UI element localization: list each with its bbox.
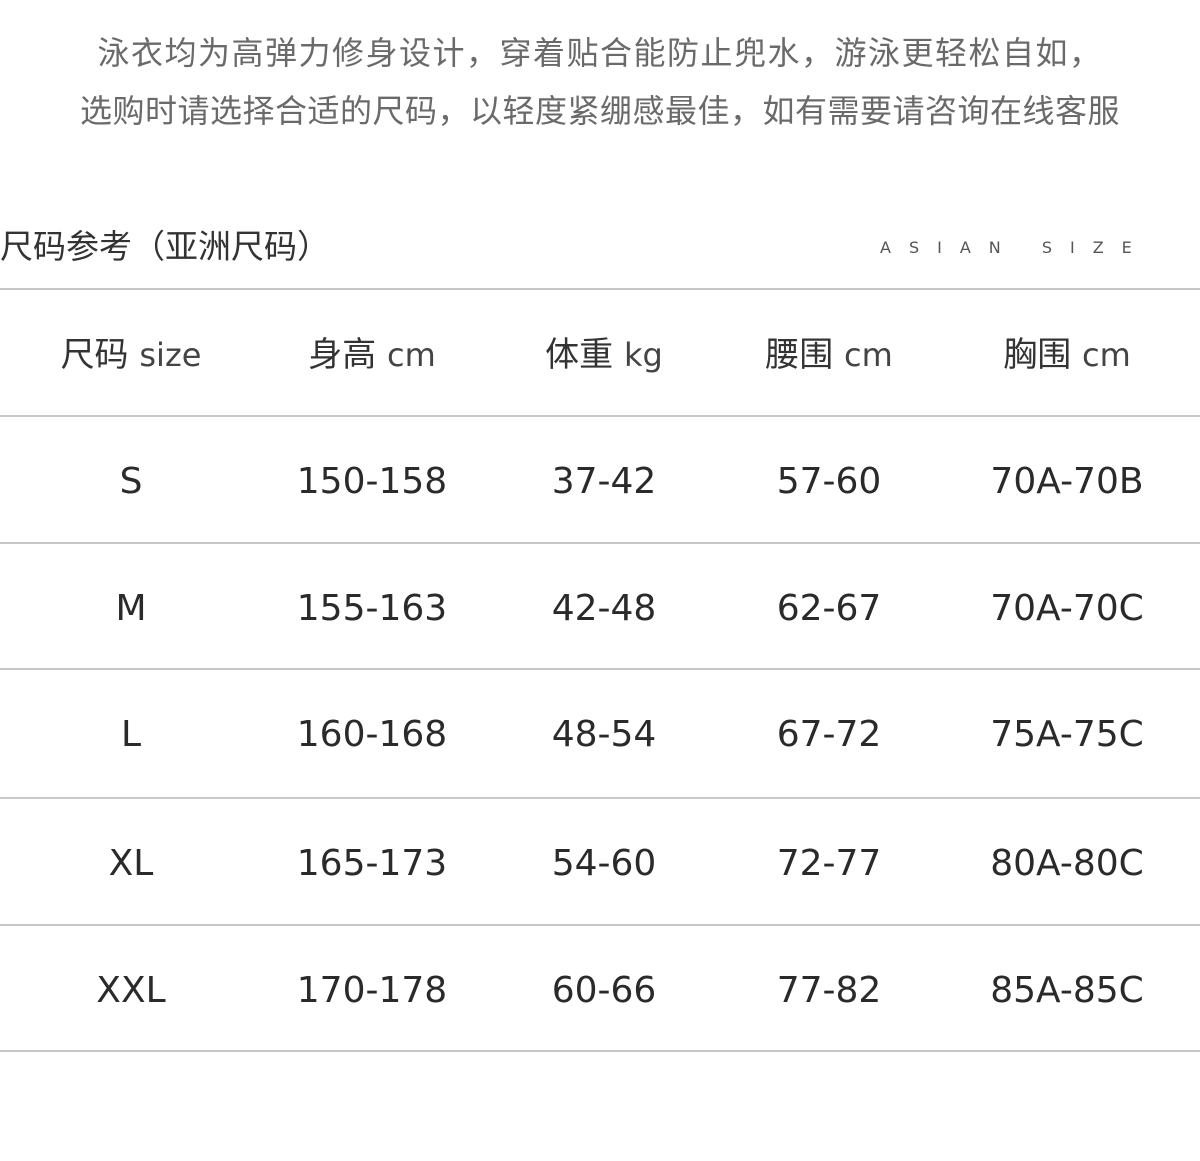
row-divider [0, 542, 1200, 544]
table-row: M 155-163 42-48 62-67 70A-70C [0, 543, 1200, 669]
row-divider [0, 288, 1200, 290]
column-header: 身高 cm [252, 289, 492, 415]
table-cell: 60-66 [551, 970, 657, 1011]
column-header: 体重 kg [484, 289, 724, 415]
table-cell: L [120, 714, 142, 755]
table-cell: 54-60 [551, 843, 657, 884]
row-divider [0, 924, 1200, 926]
header-label: 腰围 [765, 335, 834, 375]
table-cell: 37-42 [551, 461, 657, 502]
table-cell: 160-168 [296, 714, 448, 755]
table-cell: 62-67 [776, 588, 882, 629]
table-cell: M [115, 588, 147, 629]
column-header: 胸围 cm [947, 289, 1187, 415]
table-cell: 165-173 [296, 843, 448, 884]
table-cell: 48-54 [551, 714, 657, 755]
header-label: 身高 [308, 335, 377, 375]
table-cell: 42-48 [551, 588, 657, 629]
table-cell: S [119, 461, 143, 502]
column-header: 腰围 cm [709, 289, 949, 415]
table-cell: 70A-70B [990, 461, 1144, 502]
header-unit: cm [844, 336, 893, 374]
table-cell: 80A-80C [990, 843, 1144, 884]
table-cell: 57-60 [776, 461, 882, 502]
table-cell: 170-178 [296, 970, 448, 1011]
table-cell: 155-163 [296, 588, 448, 629]
row-divider [0, 415, 1200, 417]
table-row: XL 165-173 54-60 72-77 80A-80C [0, 798, 1200, 924]
section-title: 尺码参考（亚洲尺码） [0, 227, 330, 266]
table-row: S 150-158 37-42 57-60 70A-70B [0, 416, 1200, 542]
section-subtitle: ASIAN SIZE [880, 238, 1150, 257]
table-cell: XXL [96, 970, 166, 1011]
table-cell: 77-82 [776, 970, 882, 1011]
table-row: XXL 170-178 60-66 77-82 85A-85C [0, 925, 1200, 1051]
row-divider [0, 668, 1200, 670]
table-cell: 75A-75C [990, 714, 1144, 755]
table-cell: 72-77 [776, 843, 882, 884]
header-label: 体重 [545, 335, 614, 375]
header-unit: kg [623, 336, 663, 374]
intro-line-2: 选购时请选择合适的尺码，以轻度紧绷感最佳，如有需要请咨询在线客服 [79, 92, 1120, 130]
header-unit: cm [387, 336, 436, 374]
table-row: L 160-168 48-54 67-72 75A-75C [0, 669, 1200, 795]
row-divider [0, 797, 1200, 799]
column-header: 尺码 size [11, 289, 251, 415]
row-divider [0, 1050, 1200, 1052]
intro-line-1: 泳衣均为高弹力修身设计，穿着贴合能防止兜水，游泳更轻松自如， [97, 34, 1103, 72]
table-cell: XL [108, 843, 154, 884]
header-label: 尺码 [60, 335, 129, 375]
table-cell: 70A-70C [990, 588, 1144, 629]
header-unit: cm [1082, 336, 1131, 374]
table-header-row: 尺码 size 身高 cm 体重 kg 腰围 cm 胸围 cm [0, 289, 1200, 415]
header-label: 胸围 [1003, 335, 1072, 375]
table-cell: 85A-85C [990, 970, 1144, 1011]
header-unit: size [139, 336, 202, 374]
table-cell: 67-72 [776, 714, 882, 755]
table-cell: 150-158 [296, 461, 448, 502]
